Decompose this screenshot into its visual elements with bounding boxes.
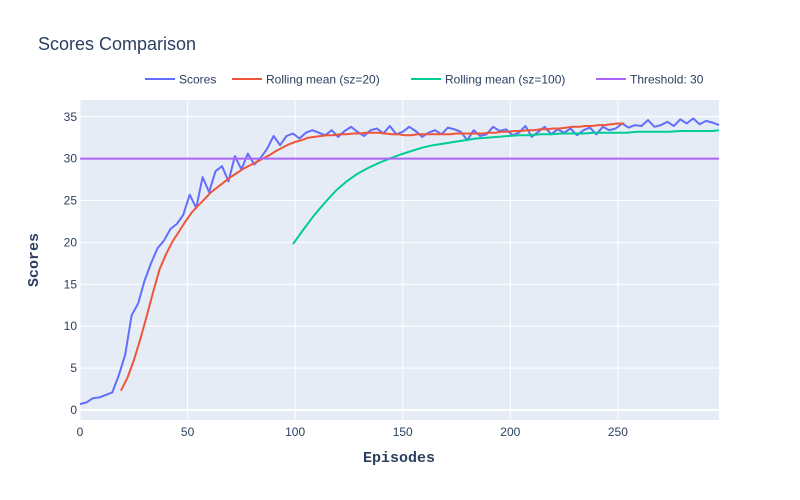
y-tick-label: 5 <box>70 361 77 375</box>
y-tick-label: 10 <box>64 319 78 333</box>
legend-item[interactable]: Rolling mean (sz=100) <box>411 73 565 87</box>
x-tick-label: 50 <box>181 425 195 439</box>
x-tick-label: 150 <box>393 425 413 439</box>
series-line-rolling-mean-100 <box>292 129 720 245</box>
chart-title: Scores Comparison <box>38 34 196 54</box>
series-layer <box>79 117 720 406</box>
legend-item[interactable]: Threshold: 30 <box>596 73 704 87</box>
x-tick-label: 200 <box>500 425 520 439</box>
y-tick-label: 30 <box>64 152 78 166</box>
legend-label: Rolling mean (sz=100) <box>445 73 565 87</box>
x-tick-label: 250 <box>608 425 628 439</box>
tick-labels: 0 5 10 15 20 25 30 35 0 50 100 150 200 250 <box>64 110 629 439</box>
y-axis-title: Scores <box>26 233 43 287</box>
x-tick-label: 100 <box>285 425 305 439</box>
series-line-scores <box>79 117 720 406</box>
y-tick-label: 20 <box>64 235 78 249</box>
x-axis-title: Episodes <box>363 450 435 467</box>
legend-label: Scores <box>179 73 216 87</box>
y-tick-label: 0 <box>70 403 77 417</box>
legend-item[interactable]: Rolling mean (sz=20) <box>232 73 380 87</box>
plot-area <box>80 100 719 420</box>
y-tick-label: 25 <box>64 194 78 208</box>
legend-label: Rolling mean (sz=20) <box>266 73 380 87</box>
y-tick-label: 15 <box>64 277 78 291</box>
legend[interactable]: Scores Rolling mean (sz=20) Rolling mean (… <box>145 73 704 87</box>
series-line-rolling-mean-20 <box>120 122 625 392</box>
legend-item[interactable]: Scores <box>145 73 216 87</box>
y-tick-label: 35 <box>64 110 78 124</box>
legend-label: Threshold: 30 <box>630 73 704 87</box>
x-tick-label: 0 <box>77 425 84 439</box>
